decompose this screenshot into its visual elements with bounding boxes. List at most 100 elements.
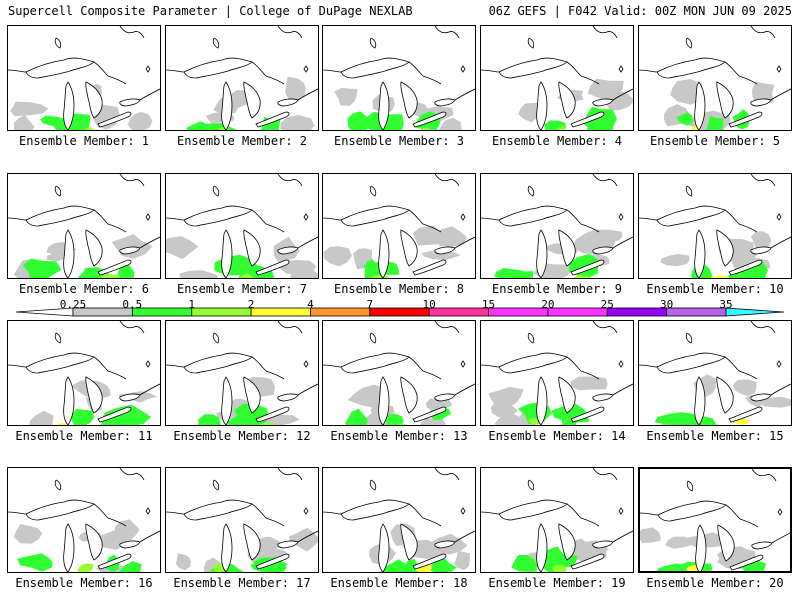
coastline xyxy=(119,174,145,187)
lake-outline xyxy=(277,393,299,402)
ensemble-member-map[interactable] xyxy=(165,173,319,279)
ensemble-member-map[interactable] xyxy=(638,467,792,573)
lake-outline xyxy=(183,352,253,374)
ensemble-member-map[interactable] xyxy=(165,467,319,573)
scp-green-area xyxy=(22,258,62,278)
lake-outline xyxy=(183,57,253,79)
ensemble-member-map[interactable] xyxy=(322,173,476,279)
ensemble-member-map[interactable] xyxy=(638,320,792,426)
lake-outline xyxy=(255,553,290,570)
member-caption: Ensemble Member: 12 xyxy=(173,429,311,443)
ensemble-member-map[interactable] xyxy=(322,25,476,131)
member-caption: Ensemble Member: 9 xyxy=(491,282,623,296)
lake-outline xyxy=(570,406,605,423)
lake-outline xyxy=(400,376,418,414)
scp-core-area xyxy=(238,273,255,278)
coastline xyxy=(323,503,475,543)
member-caption: Ensemble Member: 1 xyxy=(18,134,150,148)
ensemble-member-map[interactable] xyxy=(480,173,634,279)
scp-green-area xyxy=(227,413,256,425)
lake-outline xyxy=(656,205,726,227)
ensemble-member-map[interactable] xyxy=(322,467,476,573)
ensemble-member-map[interactable] xyxy=(7,173,161,279)
scp-gray-area xyxy=(323,246,352,267)
lake-outline xyxy=(434,98,456,107)
lake-outline xyxy=(694,81,706,130)
coastline xyxy=(8,61,160,101)
colorbar-tick-label: 2 xyxy=(247,298,255,311)
scp-gray-area xyxy=(279,114,315,130)
coastline xyxy=(323,356,475,396)
scp-gray-area xyxy=(454,550,470,570)
lake-outline xyxy=(657,500,727,522)
coastline xyxy=(212,185,220,197)
coastline xyxy=(119,321,145,334)
ensemble-member-map[interactable] xyxy=(165,25,319,131)
ensemble-member-map[interactable] xyxy=(7,25,161,131)
lake-outline xyxy=(558,229,576,267)
lake-outline xyxy=(498,499,568,521)
coastline xyxy=(8,209,160,249)
coastline xyxy=(434,26,460,39)
member-map-svg xyxy=(8,321,160,425)
scp-green-area xyxy=(344,408,368,425)
lake-outline xyxy=(25,499,95,521)
ensemble-member-map[interactable] xyxy=(480,25,634,131)
ensemble-member-map[interactable] xyxy=(7,467,161,573)
coastline xyxy=(166,503,318,543)
ensemble-member-map[interactable] xyxy=(165,320,319,426)
lake-outline xyxy=(570,553,605,570)
lake-outline xyxy=(750,246,772,255)
lake-outline xyxy=(378,523,390,572)
island-outline xyxy=(618,65,624,73)
ensemble-member-map[interactable] xyxy=(7,320,161,426)
lake-outline xyxy=(412,259,447,276)
lake-outline xyxy=(750,98,772,107)
lake-outline xyxy=(570,259,605,276)
scp-gray-area xyxy=(179,270,218,278)
coastline xyxy=(481,503,633,543)
scp-green-area xyxy=(511,555,537,572)
member-map-svg xyxy=(323,26,475,130)
coastline xyxy=(8,503,160,543)
coastline xyxy=(8,356,160,396)
island-outline xyxy=(145,213,151,221)
scp-gray-area xyxy=(490,400,518,418)
colorbar-tick-label: 20 xyxy=(541,298,555,311)
lake-outline xyxy=(498,352,568,374)
colorbar xyxy=(15,307,785,317)
lake-outline xyxy=(716,81,734,119)
coastline xyxy=(481,356,633,396)
scp-gray-area xyxy=(751,231,772,250)
island-outline xyxy=(776,213,782,221)
lake-outline xyxy=(400,81,418,119)
member-caption: Ensemble Member: 15 xyxy=(646,429,784,443)
scp-gray-area xyxy=(166,236,199,260)
coastline xyxy=(592,468,618,481)
scp-green-area xyxy=(17,553,53,572)
lake-outline xyxy=(97,553,132,570)
ensemble-member-map[interactable] xyxy=(480,320,634,426)
scp-gray-area xyxy=(660,254,690,267)
ensemble-member-map[interactable] xyxy=(322,320,476,426)
coastline xyxy=(592,26,618,39)
scp-gray-area xyxy=(732,379,757,397)
member-caption: Ensemble Member: 10 xyxy=(646,282,784,296)
ensemble-member-map[interactable] xyxy=(480,467,634,573)
member-map-svg xyxy=(166,26,318,130)
lake-outline xyxy=(558,81,576,119)
scp-green-area xyxy=(250,561,287,572)
coastline xyxy=(277,174,303,187)
coastline xyxy=(750,174,776,187)
member-caption: Ensemble Member: 6 xyxy=(18,282,150,296)
colorbar-tick-label: 7 xyxy=(366,298,374,311)
lake-outline xyxy=(85,229,103,267)
ensemble-member-map[interactable] xyxy=(638,25,792,131)
ensemble-member-map[interactable] xyxy=(638,173,792,279)
lake-outline xyxy=(694,376,706,425)
lake-outline xyxy=(434,246,456,255)
island-outline xyxy=(460,507,466,515)
member-map-svg xyxy=(639,321,791,425)
member-map-svg xyxy=(8,26,160,130)
